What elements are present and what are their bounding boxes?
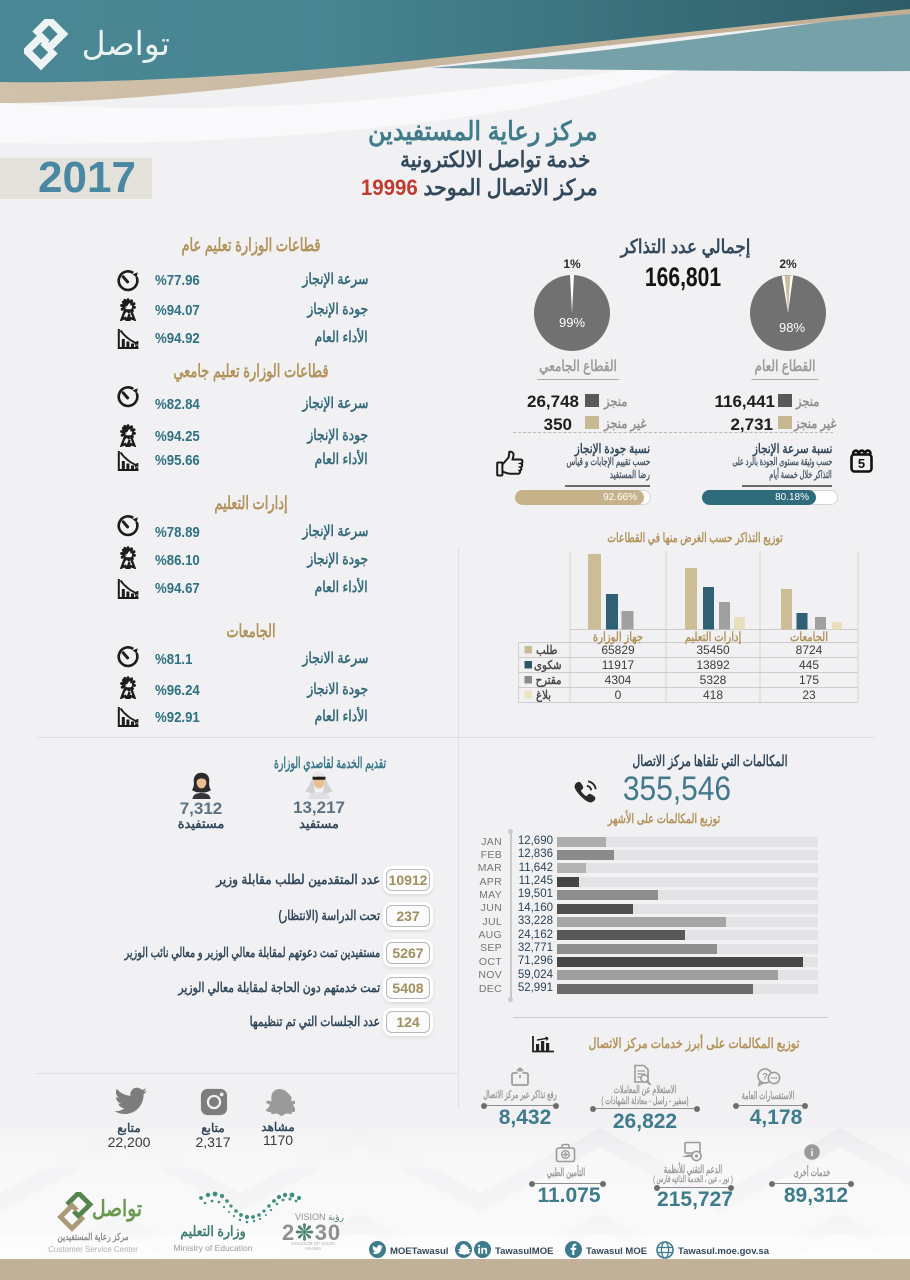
svg-text:i: i (811, 1148, 814, 1159)
svg-text:?: ? (762, 1072, 768, 1083)
svg-text:5: 5 (858, 456, 865, 471)
